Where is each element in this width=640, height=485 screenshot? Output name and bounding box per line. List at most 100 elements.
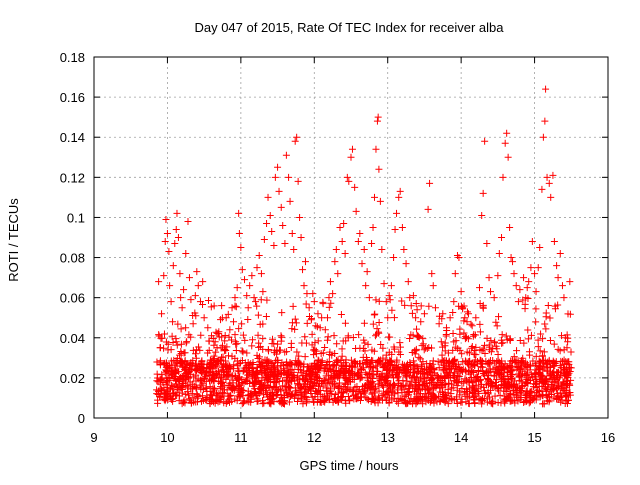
data-point [450,338,458,346]
data-point [281,383,289,391]
data-point [501,360,509,368]
data-point [407,362,415,370]
data-point-peak [365,294,373,302]
data-point [353,395,361,403]
data-point [264,359,272,367]
data-point [329,366,337,374]
data-point [184,391,192,399]
data-point [393,356,401,364]
data-point [362,358,370,366]
data-point [235,380,243,388]
data-point [308,330,316,338]
data-point [287,371,295,379]
data-point-peak [476,284,483,292]
data-point [314,363,322,371]
data-point [463,308,471,316]
data-point [554,345,562,353]
data-point-peak [260,236,268,244]
data-point-peak [387,282,395,290]
data-point [462,358,470,366]
data-point [178,400,186,408]
data-point [489,365,497,373]
data-point [550,369,558,377]
data-point-peak [501,139,509,147]
data-point-peak [390,254,398,262]
data-point [522,359,530,367]
data-point [510,396,518,404]
data-point [551,378,559,386]
data-point [468,343,476,351]
data-point [229,372,237,380]
data-point [302,392,310,400]
data-point [264,347,272,355]
data-point [249,336,257,344]
data-point [264,375,272,383]
data-point [540,348,548,356]
data-point [532,369,540,377]
data-point [182,365,190,373]
data-point [273,350,281,358]
y-tick-label: 0.18 [60,50,85,65]
data-point [460,317,468,325]
data-point [563,400,571,408]
data-point [510,353,518,361]
data-point [396,343,404,351]
data-point [194,393,202,401]
data-point-peak [442,324,450,332]
data-point [207,375,215,383]
data-point [184,383,192,391]
data-point-peak [222,314,230,322]
data-point [465,377,473,385]
data-point [396,339,404,347]
data-point [317,350,325,358]
data-point [420,380,428,388]
data-point [180,398,188,406]
data-point [162,394,170,402]
data-point [468,390,476,398]
data-point [539,335,547,343]
data-point-peak [527,264,535,272]
data-point [259,320,267,328]
data-point [464,335,472,343]
data-point-peak [516,286,524,294]
data-point [233,362,241,370]
data-point-peak [523,284,531,292]
data-point-peak [525,278,533,286]
data-point [456,325,464,333]
data-point [439,343,447,351]
data-point [181,399,189,407]
data-point [415,394,423,402]
data-point [281,348,289,356]
data-point [432,384,440,392]
data-point-peak [478,211,486,219]
data-point [231,302,239,310]
data-point [392,364,400,372]
data-point [507,372,515,380]
data-point [271,363,279,371]
data-point-peak [193,268,201,276]
data-point [471,331,479,339]
data-point [314,356,322,364]
data-point [210,341,218,349]
data-point [397,382,405,390]
data-point [352,360,360,368]
data-point [435,364,443,372]
data-point [368,389,376,397]
data-point-peak [329,290,337,298]
data-point [492,378,500,386]
data-point-peak [520,274,528,282]
data-point-peak [487,288,495,296]
data-point [470,361,478,369]
data-point [386,333,394,341]
data-point [341,319,349,327]
data-point [492,318,500,326]
data-point [198,381,206,389]
data-point-peak [321,326,329,334]
data-point-peak [174,234,182,241]
data-point [409,400,417,408]
data-point [516,336,524,344]
data-point [490,338,498,346]
data-point [163,378,171,386]
data-point [474,373,482,381]
data-point-peak [199,278,207,286]
